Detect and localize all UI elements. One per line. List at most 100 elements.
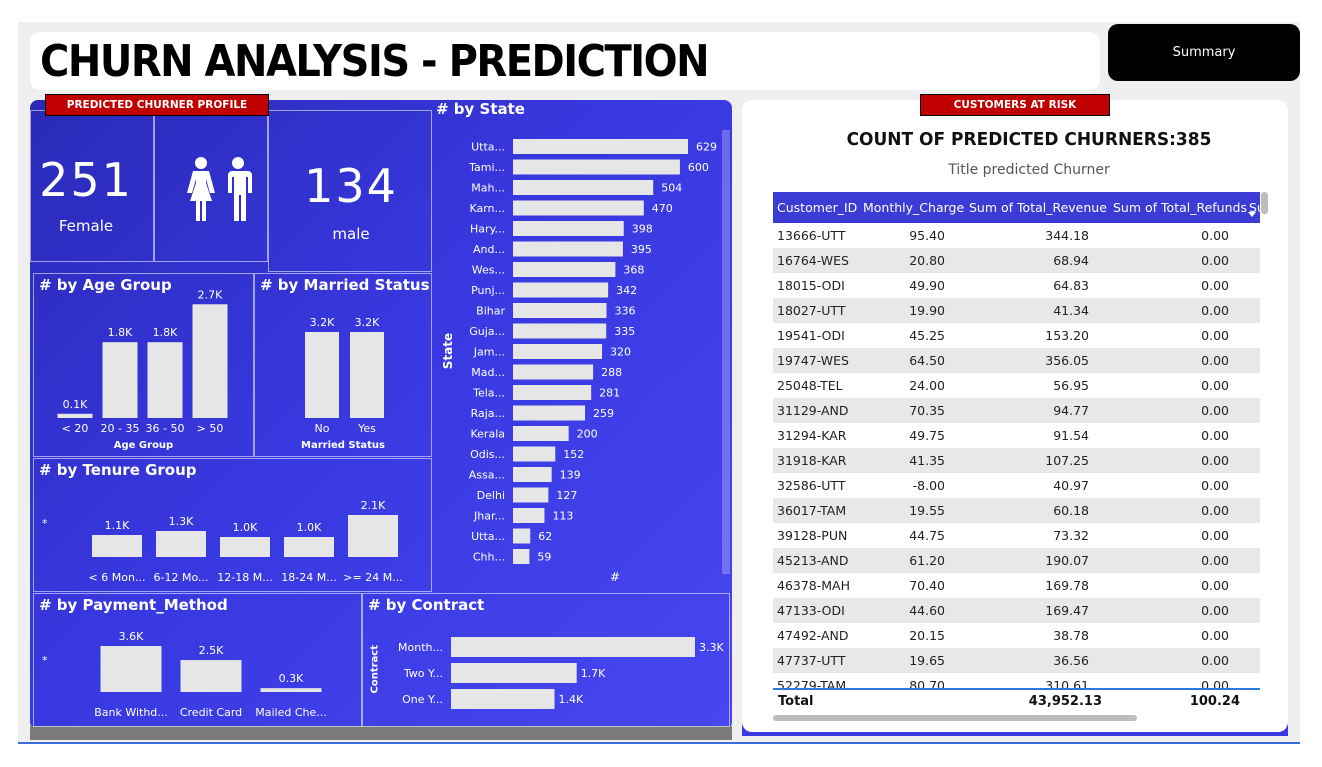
total-revenue: 43,952.13 (1028, 694, 1102, 709)
monthly-charge-cell: 19.90 (909, 303, 945, 318)
table-row[interactable]: 47492-AND 20.15 38.78 0.00 (773, 623, 1260, 648)
table-row[interactable]: 47133-ODI 44.60 169.47 0.00 (773, 598, 1260, 623)
table-row[interactable]: 25048-TEL 24.00 56.95 0.00 (773, 373, 1260, 398)
state-category-label: Wes... (472, 264, 505, 277)
customers-table[interactable]: Customer_ID Monthly_Charge Sum of Total_… (773, 192, 1260, 688)
column-header-total-revenue[interactable]: Sum of Total_Revenue (969, 200, 1107, 215)
male-card[interactable]: 134 male (268, 110, 432, 272)
married-status-chart[interactable]: # by Married Status 3.2K No 3.2K Yes Marrie… (254, 273, 432, 457)
married-data-label: 3.2K (310, 316, 335, 329)
state-bar (513, 487, 549, 503)
state-category-label: Assa... (469, 469, 505, 482)
table-row[interactable]: 52279-TAM 80.70 310.61 0.00 (773, 673, 1260, 688)
title-bar (30, 32, 1100, 90)
table-row[interactable]: 19541-ODI 45.25 153.20 0.00 (773, 323, 1260, 348)
contract-bar (451, 637, 695, 657)
table-row[interactable]: 31294-KAR 49.75 91.54 0.00 (773, 423, 1260, 448)
table-vertical-scrollbar[interactable] (1261, 192, 1268, 214)
table-row[interactable]: 13666-UTT 95.40 344.18 0.00 (773, 223, 1260, 248)
table-row[interactable]: 36017-TAM 19.55 60.18 0.00 (773, 498, 1260, 523)
sort-desc-icon[interactable] (1248, 212, 1256, 217)
state-category-label: Delhi (477, 489, 505, 502)
table-row[interactable]: 18027-UTT 19.90 41.34 0.00 (773, 298, 1260, 323)
total-revenue-cell: 107.25 (1045, 453, 1089, 468)
total-refunds-cell: 0.00 (1201, 653, 1229, 668)
table-row[interactable]: 47737-UTT 19.65 36.56 0.00 (773, 648, 1260, 673)
state-data-label: 288 (601, 366, 622, 379)
total-revenue-cell: 169.78 (1045, 578, 1089, 593)
column-header-customer-id[interactable]: Customer_ID (777, 200, 858, 215)
age_group-data-label: 0.1K (63, 398, 88, 411)
table-row[interactable]: 32586-UTT -8.00 40.97 0.00 (773, 473, 1260, 498)
state-category-label: Utta... (471, 141, 505, 154)
customers-table-grid: Customer_ID Monthly_Charge Sum of Total_… (773, 192, 1260, 688)
state-bar (513, 139, 688, 154)
table-header-row: Customer_ID Monthly_Charge Sum of Total_… (773, 192, 1260, 223)
table-row[interactable]: 45213-AND 61.20 190.07 0.00 (773, 548, 1260, 573)
column-header-monthly-charge[interactable]: Monthly_Charge (863, 200, 965, 215)
monthly-charge-cell: 41.35 (909, 453, 945, 468)
state-bar (513, 200, 644, 216)
tenure-bar (92, 535, 142, 557)
payment-bar (260, 688, 322, 692)
contract-title: # by Contract (368, 596, 485, 614)
tenure-bar (220, 537, 270, 557)
age-group-chart[interactable]: # by Age Group 0.1K < 20 1.8K 20 - 35 1.8K 36… (33, 273, 254, 457)
customer-id-cell: 13666-UTT (777, 228, 846, 243)
state-data-label: 342 (616, 284, 637, 297)
total-divider (773, 688, 1260, 690)
tenure-category-label: 6-12 Mo... (154, 571, 209, 584)
contract-data-label: 1.7K (581, 667, 606, 680)
age_group-bar (102, 342, 138, 418)
table-row[interactable]: 18015-ODI 49.90 64.83 0.00 (773, 273, 1260, 298)
total-refunds-cell: 0.00 (1201, 453, 1229, 468)
state-data-label: 600 (688, 161, 709, 174)
female-card[interactable]: 251 Female (30, 110, 154, 262)
age_group-data-label: 1.8K (153, 326, 178, 339)
state-data-label: 127 (556, 489, 577, 502)
age-group-plot: 0.1K < 20 1.8K 20 - 35 1.8K 36 - 50 2.7K > 50 (57, 288, 228, 435)
state-chart[interactable]: # by State State # Utta... 629 Tami... 600 M… (432, 100, 730, 592)
bottom-divider-line (18, 742, 1300, 744)
table-row[interactable]: 16764-WES 20.80 68.94 0.00 (773, 248, 1260, 273)
age-group-title: # by Age Group (39, 276, 172, 294)
total-refunds-cell: 0.00 (1201, 553, 1229, 568)
payment-category-label: Credit Card (180, 706, 242, 719)
payment-category-label: Mailed Che... (255, 706, 327, 719)
state-bar (513, 467, 552, 482)
monthly-charge-cell: 80.70 (909, 678, 945, 688)
age_group-bar (192, 304, 228, 418)
payment-data-label: 2.5K (199, 644, 224, 657)
payment-method-chart[interactable]: # by Payment_Method * 3.6K Bank Withd... 2… (33, 593, 362, 727)
table-row[interactable]: 39128-PUN 44.75 73.32 0.00 (773, 523, 1260, 548)
contract-chart[interactable]: # by Contract Contract Month... 3.3K Two Y… (362, 593, 730, 727)
state-category-label: Tami... (468, 161, 505, 174)
state-data-label: 629 (696, 141, 717, 154)
monthly-charge-cell: 19.55 (909, 503, 945, 518)
total-revenue-cell: 68.94 (1053, 253, 1089, 268)
married-bar (305, 332, 339, 418)
table-row[interactable]: 46378-MAH 70.40 169.78 0.00 (773, 573, 1260, 598)
payment-method-plot: 3.6K Bank Withd... 2.5K Credit Card 0.3K Mail… (94, 630, 327, 719)
table-row[interactable]: 31129-AND 70.35 94.77 0.00 (773, 398, 1260, 423)
total-revenue-cell: 190.07 (1045, 553, 1089, 568)
state-data-label: 59 (537, 551, 551, 564)
row-spacer (1249, 248, 1260, 273)
panel-shadow (30, 726, 732, 740)
state-scrollbar[interactable] (722, 130, 730, 574)
monthly-charge-cell: 19.65 (909, 653, 945, 668)
table-row[interactable]: 19747-WES 64.50 356.05 0.00 (773, 348, 1260, 373)
monthly-charge-cell: 70.40 (909, 578, 945, 593)
table-row[interactable]: 31918-KAR 41.35 107.25 0.00 (773, 448, 1260, 473)
married-bar (350, 332, 384, 418)
row-spacer (1249, 598, 1260, 623)
column-header-truncated[interactable]: Su (1249, 200, 1260, 215)
tenure-group-chart[interactable]: # by Tenure Group * 1.1K < 6 Mon... 1.3K 6-… (33, 458, 432, 592)
row-spacer (1249, 223, 1260, 248)
table-horizontal-scrollbar[interactable] (773, 715, 1137, 721)
male-female-icon (187, 157, 252, 221)
summary-button[interactable]: Summary (1108, 24, 1300, 81)
payment-bar (100, 646, 162, 692)
column-header-total-refunds[interactable]: Sum of Total_Refunds (1113, 200, 1247, 215)
tenure-bar (348, 515, 398, 557)
